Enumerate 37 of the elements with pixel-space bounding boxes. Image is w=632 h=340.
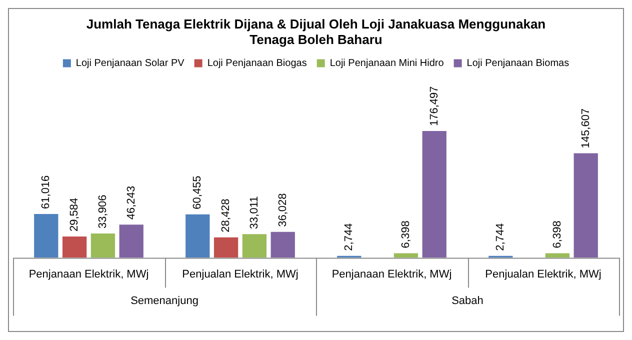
bar [242,234,267,258]
text: Sabah [452,294,484,307]
bar [574,153,598,258]
data-label: 46,243 [125,186,138,220]
data-label: 6,398 [400,220,412,248]
bar [422,131,446,258]
bar [545,253,570,258]
bar [119,224,144,258]
chart-title: Jumlah Tenaga Elektrik Dijana & Dijual Oleh Loji Janakuasa Menggunakan Tenaga Boleh Baharu [86,16,546,47]
bar [34,214,58,258]
x-tick-label: Penjualan Elektrik, MWj [485,268,602,280]
x-tick-label: Penjualan Elektrik, MWj [182,268,298,280]
data-label: 28,428 [220,198,232,232]
legend-label: Loji Penjanaan Biomas [466,58,570,69]
bar [186,214,210,258]
legend-label: Loji Penjanaan Solar PV [76,58,185,69]
data-label: 6,398 [551,220,564,248]
bar [90,233,116,258]
data-label: 2,744 [494,223,507,251]
data-label: 33,011 [248,196,260,230]
legend-label: Loji Penjanaan Biogas [207,58,307,69]
bar [62,236,87,258]
data-label: 176,497 [428,86,440,126]
data-label: 145,607 [580,108,592,148]
data-label: 61,016 [40,175,52,209]
bar [270,232,295,258]
bar [214,237,238,258]
data-label: 2,744 [343,223,356,251]
x-tick-label: Penjanaan Elektrik, MWj [332,268,452,280]
text: Semenanjung [130,294,198,307]
legend-label: Loji Penjanaan Mini Hidro [330,58,444,69]
bar [394,253,418,258]
data-label: 33,906 [96,194,109,228]
data-label: 60,455 [192,176,204,210]
data-label: 36,028 [276,193,289,227]
x-tick-label: Penjanaan Elektrik, MWj [28,268,149,280]
data-label: 29,584 [68,198,81,232]
